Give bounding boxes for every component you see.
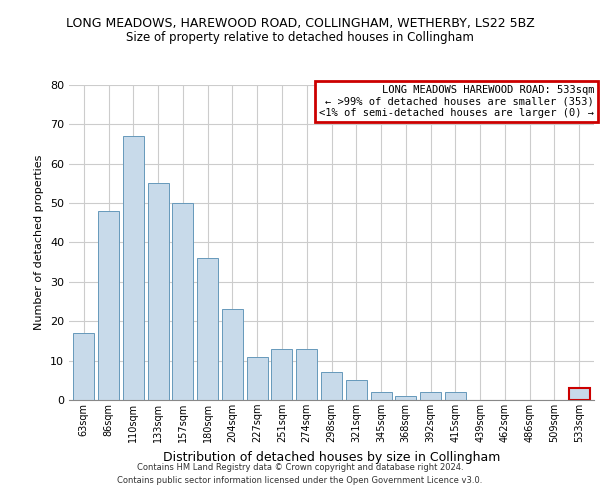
Bar [371,392,392,400]
Bar [569,388,590,400]
Text: Contains public sector information licensed under the Open Government Licence v3: Contains public sector information licen… [118,476,482,485]
Bar [98,211,119,400]
Bar [222,310,243,400]
Y-axis label: Number of detached properties: Number of detached properties [34,155,44,330]
Bar [123,136,144,400]
Bar [172,203,193,400]
Bar [321,372,342,400]
Text: LONG MEADOWS, HAREWOOD ROAD, COLLINGHAM, WETHERBY, LS22 5BZ: LONG MEADOWS, HAREWOOD ROAD, COLLINGHAM,… [65,18,535,30]
Bar [247,356,268,400]
Bar [420,392,441,400]
Bar [395,396,416,400]
Bar [197,258,218,400]
Text: Size of property relative to detached houses in Collingham: Size of property relative to detached ho… [126,32,474,44]
Bar [148,184,169,400]
Bar [296,349,317,400]
Text: Contains HM Land Registry data © Crown copyright and database right 2024.: Contains HM Land Registry data © Crown c… [137,462,463,471]
Bar [445,392,466,400]
Bar [346,380,367,400]
Text: LONG MEADOWS HAREWOOD ROAD: 533sqm
← >99% of detached houses are smaller (353)
<: LONG MEADOWS HAREWOOD ROAD: 533sqm ← >99… [319,85,594,118]
X-axis label: Distribution of detached houses by size in Collingham: Distribution of detached houses by size … [163,450,500,464]
Bar [73,333,94,400]
Bar [271,349,292,400]
